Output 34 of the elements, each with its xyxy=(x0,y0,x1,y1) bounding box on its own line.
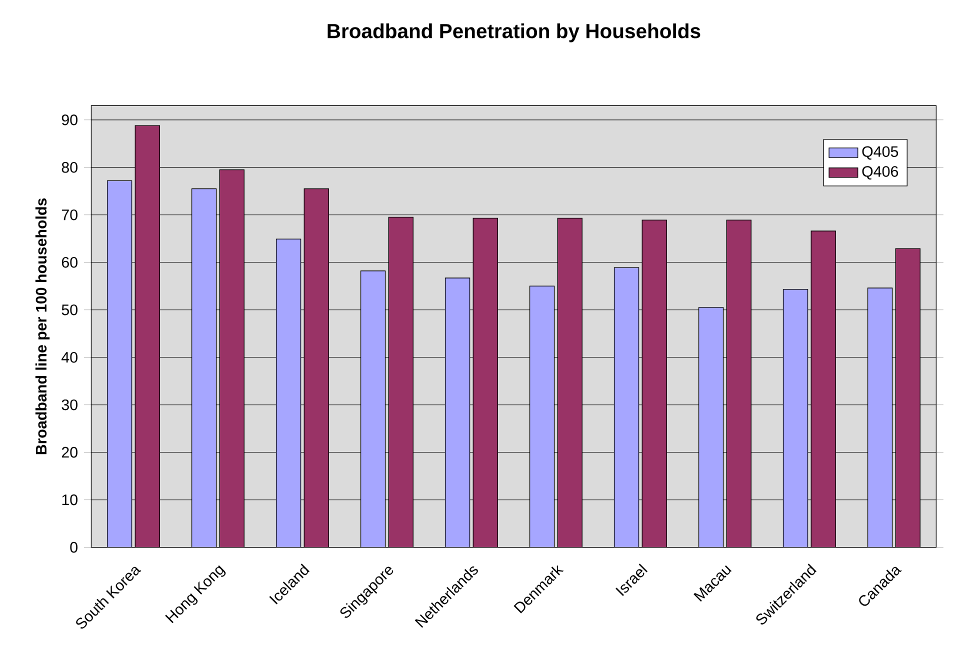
bar xyxy=(867,288,893,548)
bar xyxy=(698,307,724,548)
bar xyxy=(276,239,301,548)
y-tick-label: 10 xyxy=(62,494,78,506)
y-tick-label: 30 xyxy=(62,399,78,410)
y-tick-label: 50 xyxy=(62,304,78,316)
bar xyxy=(388,217,414,548)
bar xyxy=(220,170,244,548)
y-axis-title: Broadband line per 100 households xyxy=(35,198,50,454)
bar xyxy=(558,218,582,548)
bar xyxy=(783,289,808,548)
bar xyxy=(192,188,216,548)
legend-label: Q406 xyxy=(862,166,898,180)
y-tick-label: 70 xyxy=(62,210,78,220)
bar xyxy=(473,218,498,548)
bar xyxy=(811,231,836,548)
bar xyxy=(304,188,329,548)
bar xyxy=(445,278,470,548)
bar xyxy=(642,220,667,548)
y-tick-label: 20 xyxy=(62,446,78,458)
bar xyxy=(726,220,752,548)
bar xyxy=(614,268,639,548)
legend-label: Q405 xyxy=(862,146,898,160)
y-tick-label: 80 xyxy=(62,162,78,173)
bar xyxy=(135,126,160,548)
bar xyxy=(360,270,386,548)
bar xyxy=(530,286,554,548)
y-tick-label: 0 xyxy=(70,542,78,553)
bar xyxy=(895,248,920,548)
bar xyxy=(107,180,132,548)
y-tick-label: 40 xyxy=(62,352,78,363)
chart-title: Broadband Penetration by Households xyxy=(328,23,700,42)
y-tick-label: 60 xyxy=(62,256,78,268)
y-tick-label: 90 xyxy=(62,114,78,126)
